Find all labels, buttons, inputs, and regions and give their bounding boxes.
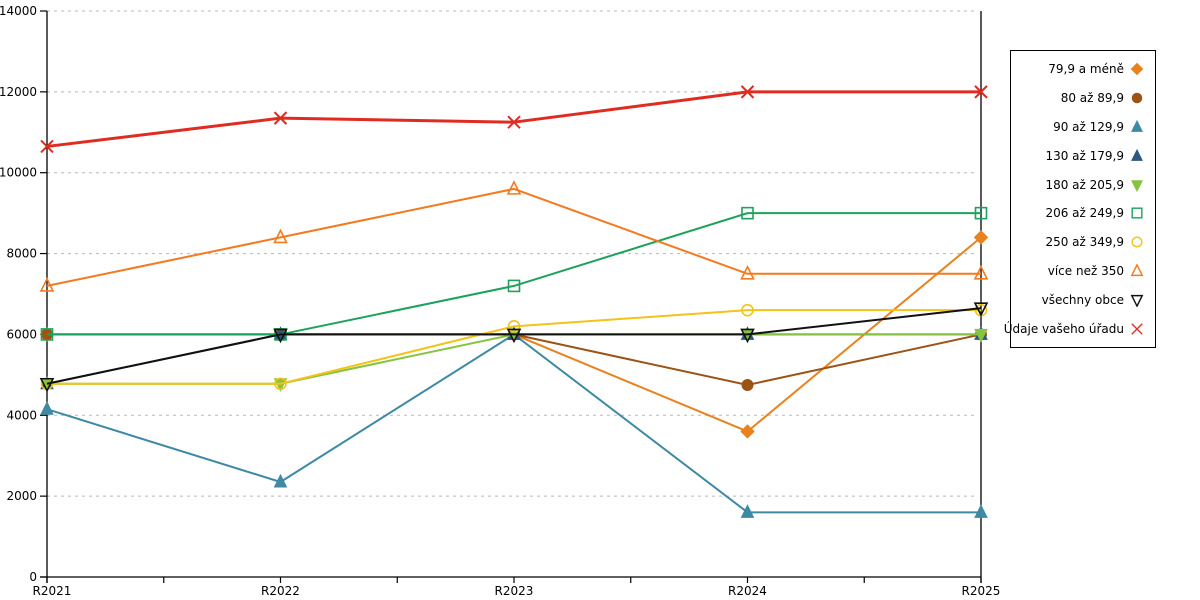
legend-label: 250 až 349,9 <box>1045 235 1124 250</box>
triangle-up-marker-icon <box>1130 263 1144 277</box>
data-point <box>507 320 521 333</box>
data-point <box>39 377 55 393</box>
data-point <box>740 504 755 518</box>
data-point <box>741 378 754 391</box>
series-line-2 <box>46 333 981 514</box>
x-tick-label: R2024 <box>728 584 767 598</box>
x-marker-icon <box>1131 322 1143 335</box>
data-point <box>973 230 989 245</box>
legend-label: 206 až 249,9 <box>1045 206 1124 221</box>
data-point <box>506 180 522 195</box>
legend-item: 80 až 89,9 <box>1011 87 1155 109</box>
y-tick-label: 0 <box>29 570 37 584</box>
legend-label: 130 až 179,9 <box>1045 148 1124 163</box>
legend-label: všechny obce <box>1041 292 1124 307</box>
data-point <box>973 264 989 280</box>
legend-item: Údaje vašeho úřadu <box>1004 318 1155 340</box>
data-point <box>974 206 988 220</box>
legend-label: 90 až 129,9 <box>1053 119 1124 134</box>
data-point <box>40 401 54 415</box>
y-tick-label: 10000 <box>0 166 37 180</box>
circle-marker-icon <box>1131 236 1143 248</box>
data-point <box>973 302 989 317</box>
data-point <box>40 328 54 341</box>
legend-item: 250 až 349,9 <box>1011 231 1155 253</box>
triangle-up-marker-icon <box>1131 119 1143 132</box>
y-tick-label: 14000 <box>0 4 37 18</box>
y-tick-label: 2000 <box>6 489 37 503</box>
circle-marker-icon <box>1131 92 1143 104</box>
x-tick-label: R2025 <box>962 584 1001 598</box>
data-point <box>273 328 288 344</box>
legend-label: Údaje vašeho úřadu <box>1003 321 1124 336</box>
series-line-5 <box>47 212 981 336</box>
data-point <box>274 377 287 391</box>
series-line-6 <box>47 309 981 385</box>
legend-label: 79,9 a méně <box>1048 62 1124 77</box>
data-point <box>273 228 288 244</box>
data-point <box>740 328 755 344</box>
legend-item: všechny obce <box>1011 289 1155 311</box>
legend-label: 80 až 89,9 <box>1060 91 1124 106</box>
legend: 79,9 a méně 80 až 89,9 90 až 129,9 130 až 1… <box>1004 50 1156 348</box>
data-point <box>273 473 288 488</box>
data-point <box>506 328 522 344</box>
legend-item: 90 až 129,9 <box>1011 116 1155 138</box>
series-line-8 <box>46 307 982 385</box>
data-point <box>974 328 988 343</box>
triangle-up-marker-icon <box>1131 148 1143 161</box>
legend-label: 180 až 205,9 <box>1045 177 1124 192</box>
y-tick-label: 6000 <box>6 327 37 341</box>
y-tick-label: 12000 <box>0 85 37 99</box>
legend-item: 79,9 a méně <box>1011 58 1155 80</box>
data-point <box>40 139 54 154</box>
data-point <box>740 85 755 99</box>
triangle-down-marker-icon <box>1131 179 1143 192</box>
data-point <box>741 303 754 317</box>
series-line-9 <box>46 90 981 148</box>
data-point <box>974 85 988 99</box>
legend-item: 130 až 179,9 <box>1011 145 1155 167</box>
data-point <box>507 115 521 129</box>
series-line-7 <box>46 187 981 287</box>
data-point <box>740 264 755 280</box>
x-tick-label: R2021 <box>33 584 72 598</box>
data-point <box>273 111 288 125</box>
legend-item: více než 350 <box>1011 260 1155 282</box>
legend-label: více než 350 <box>1047 263 1124 278</box>
triangle-down-marker-icon <box>1130 294 1144 307</box>
legend-item: 206 až 249,9 <box>1011 202 1155 224</box>
data-point <box>974 504 988 518</box>
data-point <box>507 279 521 293</box>
square-marker-icon <box>1131 207 1143 219</box>
data-point <box>741 206 754 220</box>
y-tick-label: 8000 <box>6 247 37 261</box>
x-tick-label: R2022 <box>261 584 300 598</box>
data-point <box>39 277 55 292</box>
data-point <box>740 424 755 439</box>
x-tick-label: R2023 <box>495 584 534 598</box>
legend-item: 180 až 205,9 <box>1011 174 1155 196</box>
y-tick-label: 4000 <box>6 408 37 422</box>
diamond-marker-icon <box>1130 63 1144 76</box>
